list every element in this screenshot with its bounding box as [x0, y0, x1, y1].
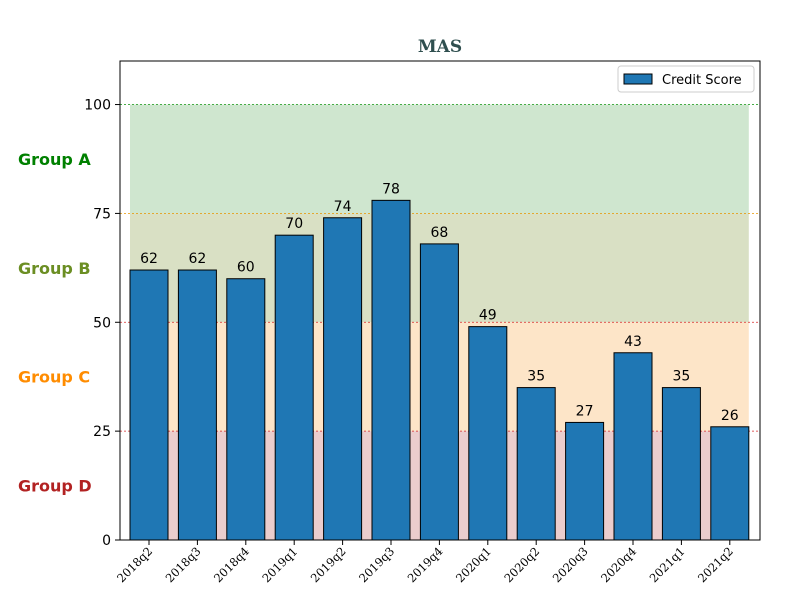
bar-2019q2	[323, 217, 363, 541]
bar-2019q3	[371, 199, 411, 541]
chart-title: MAS	[418, 37, 462, 57]
group-labels: Group A Group B Group C Group D	[18, 150, 92, 496]
xtick-label-2018q2: 2018q2	[114, 544, 155, 585]
ytick-label-100: 100	[84, 98, 111, 114]
ytick-label-0: 0	[102, 533, 111, 549]
data-label-2020q3: 27	[576, 403, 594, 419]
legend-label: Credit Score	[662, 73, 742, 88]
data-label-2018q4: 60	[237, 260, 255, 276]
bar-2020q3	[565, 421, 605, 541]
xtick-label-2019q4: 2019q4	[405, 544, 446, 585]
xtick-label-2020q3: 2020q3	[550, 544, 591, 585]
xtick-label-2019q1: 2019q1	[259, 544, 300, 585]
data-label-2020q4: 43	[624, 334, 642, 350]
data-labels: 62 62 60 70 74 78 68 49 35 27 43 35 26	[140, 181, 739, 423]
data-label-2019q2: 74	[334, 199, 352, 215]
ytick-label-75: 75	[93, 206, 111, 222]
bar-2021q1	[661, 387, 701, 541]
bars	[129, 199, 750, 541]
legend-box	[617, 65, 755, 93]
group-label-group-c: Group C	[18, 368, 90, 387]
x-axis: 2018q2 2018q3 2018q4 2019q1 2019q2 2019q3 2019…	[114, 540, 736, 585]
ytick-label-25: 25	[93, 424, 111, 440]
y-axis: 0 25 50 75 100	[84, 98, 120, 549]
bar-2020q4	[613, 352, 653, 541]
legend-swatch	[623, 73, 653, 85]
data-label-2019q3: 78	[382, 181, 400, 197]
xtick-label-2020q1: 2020q1	[453, 544, 494, 585]
data-label-2018q2: 62	[140, 251, 158, 267]
xtick-label-2018q3: 2018q3	[163, 544, 204, 585]
bar-2020q2	[516, 387, 556, 541]
xtick-label-2020q2: 2020q2	[501, 544, 542, 585]
data-label-2018q3: 62	[188, 251, 206, 267]
group-label-group-d: Group D	[18, 477, 92, 496]
group-label-group-a: Group A	[18, 150, 91, 169]
plot-frame	[119, 60, 761, 541]
data-label-2019q4: 68	[430, 225, 448, 241]
data-label-2019q1: 70	[285, 216, 303, 232]
bar-2020q1	[468, 326, 508, 541]
bar-2018q3	[177, 269, 217, 541]
xtick-label-2021q1: 2021q1	[647, 544, 688, 585]
legend: Credit Score	[617, 65, 755, 93]
data-label-2021q1: 35	[672, 369, 690, 385]
xtick-label-2019q3: 2019q3	[356, 544, 397, 585]
bar-2019q1	[274, 234, 314, 541]
bar-2018q2	[129, 269, 169, 541]
bar-2018q4	[226, 278, 266, 541]
xtick-label-2019q2: 2019q2	[308, 544, 349, 585]
xtick-label-2021q2: 2021q2	[695, 544, 736, 585]
data-label-2020q2: 35	[527, 369, 545, 385]
ytick-label-50: 50	[93, 315, 111, 331]
band-group-a	[130, 104, 749, 214]
data-label-2021q2: 26	[721, 408, 739, 424]
bar-2019q4	[419, 243, 459, 541]
bar-2021q2	[710, 426, 750, 541]
group-label-group-b: Group B	[18, 259, 91, 278]
xtick-label-2018q4: 2018q4	[211, 544, 252, 585]
xtick-label-2020q4: 2020q4	[598, 544, 639, 585]
data-label-2020q1: 49	[479, 308, 497, 324]
